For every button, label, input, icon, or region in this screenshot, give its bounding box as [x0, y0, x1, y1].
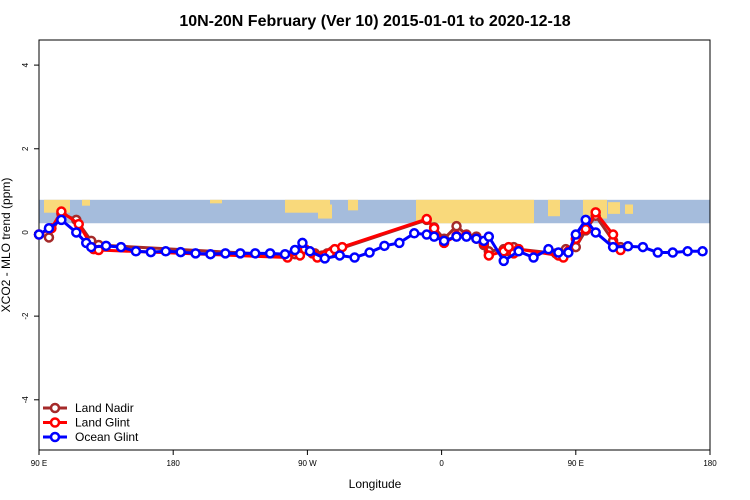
x-axis-label: Longitude	[349, 477, 402, 491]
data-point	[297, 237, 308, 249]
data-point	[570, 229, 582, 240]
data-point	[451, 220, 462, 232]
land-patch	[318, 204, 332, 219]
y-axis-label: XCO2 - MLO trend (ppm)	[0, 178, 13, 313]
data-point	[205, 248, 216, 260]
x-axis: 90 E 180 90 W 0 90 E 180	[31, 450, 717, 468]
legend-label: Land Glint	[75, 416, 130, 430]
data-point	[85, 241, 97, 253]
background-strip	[39, 199, 710, 224]
data-point	[667, 247, 678, 258]
land-patch	[625, 204, 633, 214]
legend-label: Land Nadir	[75, 401, 134, 415]
data-point	[130, 246, 142, 257]
x-tick-label: 90 W	[298, 459, 317, 468]
data-point	[637, 241, 649, 253]
data-point	[483, 231, 495, 242]
land-patch	[210, 199, 222, 204]
land-patch	[608, 202, 620, 214]
chart-title: 10N-20N February (Ver 10) 2015-01-01 to …	[179, 13, 570, 30]
data-point	[264, 248, 276, 259]
data-point	[364, 247, 375, 258]
x-tick-label: 90 E	[31, 459, 47, 468]
data-point	[71, 227, 82, 238]
y-tick-label: 0	[21, 230, 30, 235]
data-point	[249, 248, 261, 259]
y-tick-label: 2	[21, 146, 30, 151]
data-point	[553, 247, 564, 258]
data-point	[607, 229, 619, 240]
data-point	[622, 241, 634, 252]
data-point	[580, 214, 591, 226]
legend-marker	[49, 417, 61, 428]
data-point	[590, 207, 601, 218]
data-point	[304, 246, 316, 257]
data-point	[334, 250, 345, 261]
data-point	[115, 241, 127, 253]
data-point	[682, 246, 693, 257]
x-tick-label: 180	[167, 459, 181, 468]
data-point	[100, 240, 112, 252]
data-point	[438, 235, 450, 247]
legend-label: Ocean Glint	[75, 430, 139, 444]
data-point	[409, 228, 420, 239]
data-point	[289, 244, 301, 256]
data-point	[73, 218, 85, 230]
data-point	[607, 241, 619, 253]
data-point	[421, 213, 432, 225]
data-point	[145, 246, 157, 258]
series-ocean-glint	[33, 214, 708, 267]
data-point	[190, 248, 201, 259]
data-point	[319, 253, 331, 264]
data-point	[56, 214, 67, 226]
x-tick-label: 180	[703, 459, 717, 468]
land-patch	[82, 199, 90, 206]
data-point	[379, 240, 390, 252]
data-point	[428, 223, 440, 234]
data-point	[279, 248, 291, 260]
data-point	[349, 252, 360, 263]
data-point	[43, 223, 55, 234]
data-point	[483, 250, 495, 261]
data-point	[498, 255, 509, 267]
data-point	[528, 252, 539, 263]
data-point	[220, 248, 231, 259]
data-point	[697, 246, 708, 257]
data-point	[43, 232, 55, 243]
series-layer	[33, 206, 708, 267]
land-patch	[548, 199, 560, 217]
x-tick-label: 90 E	[568, 459, 584, 468]
data-point	[336, 241, 348, 253]
data-point	[513, 246, 524, 257]
ocean-strip	[39, 199, 710, 224]
y-tick-label: -2	[21, 312, 30, 320]
legend-marker	[49, 402, 61, 414]
y-axis: -4 -2 0 2 4	[21, 62, 39, 403]
data-point	[451, 231, 462, 242]
data-point	[590, 227, 601, 238]
y-tick-label: -4	[21, 396, 30, 404]
data-point	[461, 231, 472, 242]
data-point	[175, 246, 186, 258]
data-point	[394, 237, 405, 249]
plot-frame	[38, 39, 711, 451]
land-patch	[416, 199, 534, 224]
data-point	[56, 206, 67, 217]
data-point	[160, 246, 171, 257]
data-point	[652, 247, 664, 258]
legend-marker	[49, 431, 61, 443]
land-patch	[348, 199, 358, 211]
data-point	[33, 229, 45, 240]
data-point	[235, 248, 246, 259]
data-point	[428, 231, 440, 242]
y-tick-label: 4	[21, 62, 30, 67]
data-point	[543, 243, 554, 255]
x-tick-label: 0	[439, 459, 444, 468]
data-point	[563, 247, 574, 258]
